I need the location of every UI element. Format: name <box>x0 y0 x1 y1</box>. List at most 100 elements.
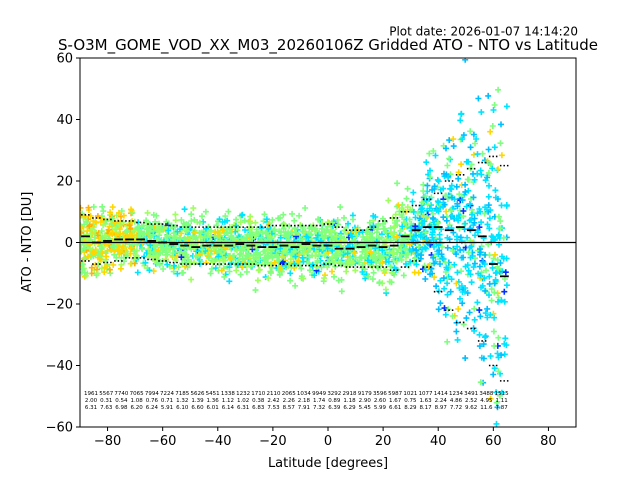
bin-stat-label: 8.97 <box>435 405 448 411</box>
scatter-point <box>99 250 106 257</box>
scatter-point <box>480 355 487 362</box>
scatter-point <box>478 109 485 116</box>
bin-stat-label: 4.95 <box>480 398 493 404</box>
scatter-point <box>474 299 481 306</box>
scatter-point <box>457 295 463 302</box>
bin-stat-label: 2.42 <box>267 398 279 404</box>
scatter-point <box>493 420 500 427</box>
scatter-point <box>165 227 172 234</box>
scatter-point <box>235 256 242 263</box>
scatter-point <box>221 218 228 225</box>
scatter-point <box>233 216 240 223</box>
scatter-point <box>478 171 485 178</box>
bin-stat-label: 7994 <box>145 391 159 397</box>
scatter-point <box>205 254 212 261</box>
scatter-point <box>471 219 478 226</box>
scatter-point <box>178 254 185 261</box>
scatter-point <box>405 250 412 257</box>
scatter-point <box>486 182 492 189</box>
scatter-point <box>101 264 108 271</box>
scatter-point <box>287 270 294 277</box>
scatter-point <box>494 256 501 263</box>
scatter-point <box>188 276 195 283</box>
scatter-point <box>502 269 509 276</box>
scatter-point <box>424 214 431 221</box>
scatter-point <box>495 298 501 305</box>
scatter-point <box>477 272 484 279</box>
scatter-point <box>492 194 499 201</box>
scatter-point <box>284 232 291 239</box>
scatter-point <box>491 280 498 287</box>
scatter-point <box>176 226 183 233</box>
scatter-point <box>373 238 380 245</box>
scatter-point <box>465 176 472 183</box>
scatter-point <box>403 195 410 202</box>
scatter-point <box>131 256 138 263</box>
scatter-point <box>369 235 376 242</box>
scatter-point <box>260 218 267 225</box>
scatter-point <box>462 58 469 63</box>
scatter-point <box>157 250 164 257</box>
scatter-point <box>403 254 409 261</box>
scatter-point <box>142 259 149 266</box>
y-tick-label: 20 <box>56 175 73 190</box>
x-tick-label: 80 <box>540 434 557 449</box>
scatter-point <box>84 219 91 225</box>
bin-stat-label: 1.08 <box>131 398 144 404</box>
scatter-point <box>489 123 496 129</box>
bin-stat-label: 2.60 <box>374 398 387 404</box>
scatter-point <box>440 275 447 282</box>
scatter-point <box>487 395 494 402</box>
scatter-point <box>501 288 508 295</box>
scatter-point <box>107 209 114 216</box>
scatter-point <box>374 226 381 233</box>
scatter-point <box>462 188 469 195</box>
bin-stat-label: 5987 <box>388 391 402 397</box>
scatter-point <box>501 298 508 305</box>
scatter-point <box>199 213 205 220</box>
scatter-point <box>399 214 406 221</box>
scatter-point <box>404 185 411 192</box>
scatter-point <box>275 215 282 222</box>
scatter-point <box>130 227 137 234</box>
scatter-point <box>419 220 425 227</box>
scatter-point <box>462 220 469 227</box>
scatter-point <box>485 92 492 99</box>
scatter-point <box>429 231 436 238</box>
bin-stat-label: 5.99 <box>374 405 387 411</box>
scatter-point <box>144 209 151 216</box>
scatter-point <box>218 267 225 274</box>
scatter-point <box>318 264 325 271</box>
scatter-point <box>503 255 510 262</box>
scatter-point <box>316 252 323 258</box>
scatter-point <box>118 208 125 214</box>
scatter-point <box>444 291 451 298</box>
bin-stat-label: 2.26 <box>283 398 296 404</box>
scatter-point <box>470 131 477 138</box>
scatter-point <box>468 216 475 223</box>
scatter-point <box>498 297 505 304</box>
scatter-point <box>482 310 489 317</box>
scatter-point <box>311 272 318 279</box>
scatter-point <box>491 342 498 349</box>
scatter-point <box>495 213 502 220</box>
scatter-point <box>237 219 244 226</box>
scatter-point <box>476 307 483 314</box>
scatter-point <box>139 240 146 247</box>
scatter-point <box>473 136 480 142</box>
scatter-point <box>427 174 434 181</box>
bin-stat-label: 1232 <box>236 391 250 397</box>
scatter-point <box>183 228 190 235</box>
scatter-point <box>437 277 444 284</box>
scatter-point <box>164 233 171 240</box>
scatter-point <box>103 253 110 260</box>
scatter-point <box>491 144 498 151</box>
scatter-point <box>337 204 344 211</box>
scatter-point <box>478 284 484 291</box>
scatter-point <box>388 269 395 276</box>
scatter-point <box>292 282 299 289</box>
bin-stat-label: 1.63 <box>419 398 432 404</box>
scatter-point <box>483 267 489 274</box>
scatter-point <box>150 227 157 234</box>
scatter-point <box>347 230 354 237</box>
